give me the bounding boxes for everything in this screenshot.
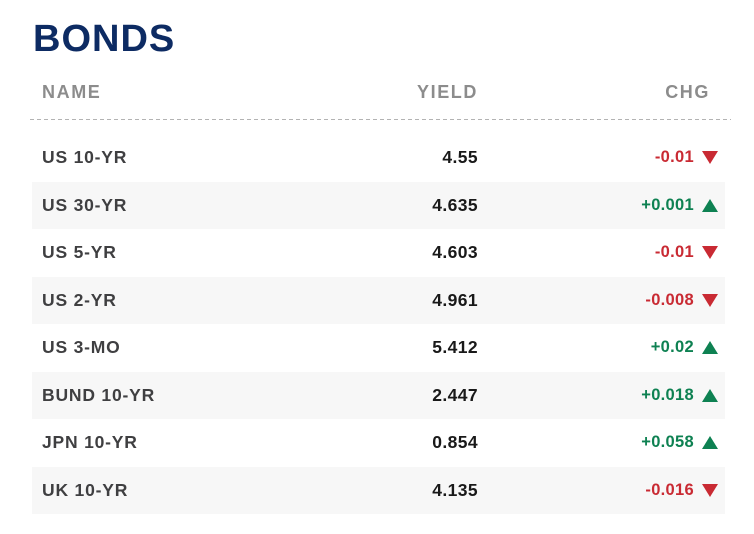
column-header-chg: CHG xyxy=(665,81,710,102)
bond-change: +0.018 xyxy=(641,385,694,404)
table-row[interactable]: JPN 10-YR 0.854 +0.058 xyxy=(32,419,725,467)
bonds-table-body: US 10-YR 4.55 -0.01 US 30-YR 4.635 +0.00… xyxy=(32,134,725,514)
bond-change-cell: -0.01 xyxy=(478,243,718,262)
bond-change-cell: +0.058 xyxy=(478,433,718,452)
column-header-yield: YIELD xyxy=(416,81,478,102)
table-row[interactable]: BUND 10-YR 2.447 +0.018 xyxy=(32,371,725,419)
bond-change: -0.008 xyxy=(645,290,694,309)
table-row[interactable]: UK 10-YR 4.135 -0.016 xyxy=(32,466,725,514)
triangle-up-icon xyxy=(702,341,718,355)
bond-yield: 5.412 xyxy=(432,337,478,358)
bond-yield: 4.603 xyxy=(432,242,478,263)
table-row[interactable]: US 30-YR 4.635 +0.001 xyxy=(32,181,725,229)
triangle-up-icon xyxy=(702,436,718,450)
header-separator xyxy=(30,119,731,120)
bond-change-cell: +0.018 xyxy=(478,386,718,405)
triangle-up-icon xyxy=(702,198,718,212)
table-row[interactable]: US 10-YR 4.55 -0.01 xyxy=(32,134,725,182)
bond-name: US 5-YR xyxy=(42,242,117,263)
bond-name: US 2-YR xyxy=(42,289,117,310)
bond-yield: 0.854 xyxy=(432,432,478,453)
bond-yield: 4.961 xyxy=(432,289,478,310)
bond-change-cell: -0.01 xyxy=(478,148,718,167)
bond-yield: 2.447 xyxy=(432,384,478,405)
bond-name: US 3-MO xyxy=(42,337,121,358)
bond-change: +0.02 xyxy=(650,338,694,357)
bond-name: BUND 10-YR xyxy=(42,384,156,405)
bond-change-cell: -0.016 xyxy=(478,481,718,500)
triangle-down-icon xyxy=(702,293,718,307)
table-row[interactable]: US 5-YR 4.603 -0.01 xyxy=(32,229,725,277)
bond-yield: 4.635 xyxy=(432,194,478,215)
bond-change-cell: -0.008 xyxy=(478,291,718,310)
bond-change-cell: +0.001 xyxy=(478,196,718,215)
triangle-up-icon xyxy=(702,388,718,402)
bond-change: -0.01 xyxy=(654,148,694,167)
bond-change: +0.058 xyxy=(641,433,694,452)
bond-yield: 4.135 xyxy=(432,479,478,500)
triangle-down-icon xyxy=(702,246,718,260)
bond-yield: 4.55 xyxy=(442,147,478,168)
bond-name: US 30-YR xyxy=(42,194,128,215)
bond-change: -0.01 xyxy=(654,243,694,262)
table-header: NAME YIELD CHG xyxy=(32,72,725,112)
bond-name: JPN 10-YR xyxy=(42,432,138,453)
page-title: BONDS xyxy=(33,18,176,60)
table-row[interactable]: US 3-MO 5.412 +0.02 xyxy=(32,324,725,372)
table-row[interactable]: US 2-YR 4.961 -0.008 xyxy=(32,276,725,324)
bond-change-cell: +0.02 xyxy=(478,338,718,357)
bond-change: +0.001 xyxy=(641,195,694,214)
bond-name: US 10-YR xyxy=(42,147,128,168)
bond-name: UK 10-YR xyxy=(42,479,129,500)
bond-change: -0.016 xyxy=(645,480,694,499)
triangle-down-icon xyxy=(702,483,718,497)
triangle-down-icon xyxy=(702,151,718,165)
column-header-name: NAME xyxy=(42,81,102,102)
